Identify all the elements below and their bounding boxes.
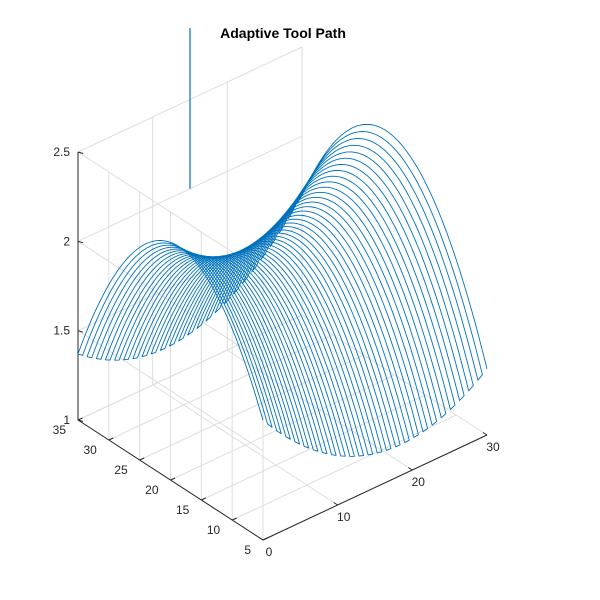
z-tick-mark	[77, 151, 84, 154]
grid-line	[108, 334, 334, 441]
tool-path-line	[77, 123, 488, 457]
grid-line	[77, 314, 303, 421]
z-tick-label: 1	[63, 413, 70, 427]
grid-line	[77, 151, 264, 273]
y-tick-mark	[77, 417, 83, 421]
y-tick-label: 10	[207, 523, 221, 537]
y-tick-mark	[201, 497, 207, 501]
y-tick-label: 35	[53, 423, 67, 437]
axis-layer	[77, 151, 488, 541]
grid-line	[231, 414, 457, 521]
tick-layer: 0 10 20 30 5 10 15 20 25 30 351 1.5 2 2.5	[53, 145, 500, 559]
x-tick-mark	[482, 432, 488, 436]
z-tick-label: 2.5	[53, 145, 70, 159]
x-tick-label: 10	[337, 510, 351, 524]
x-tick-mark	[408, 467, 413, 471]
data-layer	[77, 28, 488, 457]
x-tick-label: 30	[486, 440, 500, 454]
z-tick-mark	[77, 419, 84, 422]
grid-line	[139, 354, 364, 461]
y-tick-label: 5	[244, 543, 251, 557]
y-tick-mark	[108, 437, 114, 441]
grid-line	[201, 394, 426, 501]
z-tick-mark	[77, 330, 84, 333]
y-tick-label: 30	[83, 443, 97, 457]
x-axis-line	[262, 434, 488, 541]
x-tick-label: 0	[266, 545, 273, 559]
grid-line	[77, 240, 264, 362]
y-tick-label: 15	[176, 503, 190, 517]
y-tick-mark	[231, 517, 237, 521]
chart-title: Adaptive Tool Path	[220, 25, 346, 41]
y-tick-label: 25	[114, 463, 128, 477]
z-tick-label: 1.5	[53, 324, 70, 338]
x-tick-mark	[258, 537, 264, 541]
x-tick-mark	[333, 502, 338, 506]
y-tick-mark	[262, 537, 268, 541]
y-tick-label: 20	[145, 483, 159, 497]
y-tick-mark	[170, 477, 176, 481]
grid-line	[170, 374, 395, 481]
z-tick-mark	[77, 240, 84, 244]
z-tick-label: 2	[63, 234, 70, 248]
x-tick-label: 20	[412, 475, 426, 489]
y-tick-mark	[139, 457, 145, 461]
